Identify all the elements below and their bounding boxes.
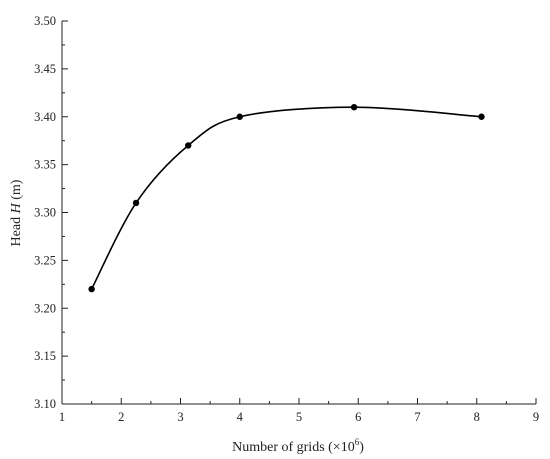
- data-point: [88, 285, 95, 293]
- y-tick-label: 3.25: [34, 253, 56, 267]
- y-ticks: 3.10 3.15 3.20 3.25 3.30 3.35 3.40 3.45 3.50: [34, 14, 68, 411]
- data-point: [132, 199, 140, 207]
- x-tick-label: 1: [59, 410, 65, 424]
- data-point: [185, 142, 192, 149]
- x-axis-title: Number of grids (×106): [232, 437, 364, 455]
- data-point: [478, 113, 485, 120]
- x-tick-label: 2: [118, 410, 124, 424]
- data-point: [350, 103, 358, 111]
- data-points: [88, 103, 485, 293]
- y-tick-label: 3.20: [34, 301, 56, 315]
- x-tick-label: 5: [296, 410, 302, 424]
- x-tick-label: 8: [474, 410, 480, 424]
- x-tick-label: 4: [237, 410, 244, 424]
- y-tick-label: 3.40: [34, 110, 56, 124]
- y-tick-label: 3.35: [34, 158, 56, 172]
- y-tick-label: 3.10: [34, 397, 56, 411]
- y-tick-label: 3.15: [34, 349, 56, 363]
- x-tick-label: 7: [414, 410, 420, 424]
- y-axis-title: Head H (m): [9, 179, 24, 246]
- x-tick-label: 6: [355, 410, 361, 424]
- y-tick-label: 3.30: [34, 206, 56, 220]
- series-line: [90, 106, 482, 290]
- axes: [61, 21, 536, 405]
- x-tick-label: 9: [533, 410, 539, 424]
- data-point: [236, 113, 243, 120]
- x-tick-label: 3: [177, 410, 183, 424]
- y-tick-label: 3.50: [34, 14, 56, 28]
- x-ticks: 1 2 3 4 5 6 7 8 9: [59, 398, 539, 424]
- y-tick-label: 3.45: [34, 62, 56, 76]
